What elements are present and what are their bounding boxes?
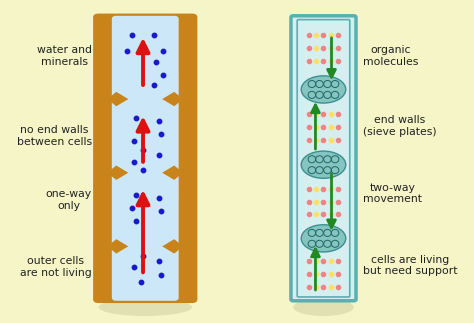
Ellipse shape (128, 241, 162, 251)
Text: cells are living
but need support: cells are living but need support (363, 255, 457, 276)
Text: organic
molecules: organic molecules (363, 45, 418, 67)
Ellipse shape (301, 225, 346, 252)
Polygon shape (108, 165, 128, 180)
Ellipse shape (301, 151, 346, 178)
Ellipse shape (128, 94, 162, 104)
Polygon shape (162, 165, 183, 180)
Ellipse shape (293, 298, 354, 316)
Ellipse shape (128, 168, 162, 178)
Polygon shape (108, 239, 128, 254)
Text: one-way
only: one-way only (46, 189, 92, 211)
Text: two-way
movement: two-way movement (363, 183, 422, 204)
FancyBboxPatch shape (291, 16, 356, 301)
Text: outer cells
are not living: outer cells are not living (20, 256, 92, 278)
Text: water and
minerals: water and minerals (37, 45, 92, 67)
Polygon shape (108, 92, 128, 106)
FancyBboxPatch shape (93, 14, 197, 303)
Polygon shape (162, 92, 183, 106)
Text: end walls
(sieve plates): end walls (sieve plates) (363, 116, 437, 137)
Text: no end walls
between cells: no end walls between cells (17, 125, 92, 147)
FancyBboxPatch shape (112, 16, 179, 301)
Polygon shape (162, 239, 183, 254)
Ellipse shape (301, 76, 346, 103)
Ellipse shape (99, 298, 192, 316)
